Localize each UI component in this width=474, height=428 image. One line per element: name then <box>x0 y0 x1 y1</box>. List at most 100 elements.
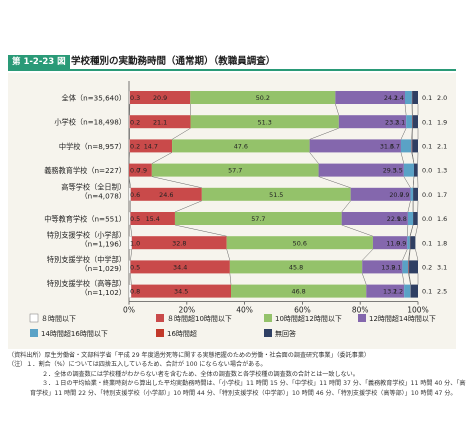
bar-segment <box>129 139 173 153</box>
connector-line <box>404 103 407 116</box>
note-3-cont: 育学校」11 時間 22 分、「特別支援学校（小学部）」10 時間 44 分、「… <box>30 389 457 397</box>
bar-segment <box>129 115 191 129</box>
connector-line <box>128 176 131 188</box>
data-label: 24.1 <box>384 94 398 102</box>
x-tick-label: 100% <box>407 306 428 315</box>
connector-line <box>407 224 409 237</box>
data-label: 0.3 <box>130 94 140 102</box>
bar-segment <box>131 236 227 250</box>
bar-segment <box>131 284 232 298</box>
category-label: 中等教育学校（n=551） <box>44 215 126 224</box>
data-label: 2.1 <box>391 264 401 272</box>
trailing-label: 2.5 <box>437 288 447 296</box>
legend-swatch <box>29 313 39 323</box>
connector-line <box>400 128 407 140</box>
connector-line <box>407 200 411 213</box>
bar-segment <box>172 139 310 153</box>
legend-label: 無回答 <box>275 329 296 338</box>
data-label: 34.4 <box>173 264 187 272</box>
category-label: 特別支援学校（小学部） <box>47 231 126 240</box>
trailing-label: 0.0 <box>422 215 432 223</box>
category-label: 小学校（n=18,498） <box>54 118 126 127</box>
bar-segment <box>408 260 410 274</box>
connector-line <box>128 152 130 164</box>
connector-line <box>151 152 173 164</box>
trailing-label: 0.1 <box>422 288 432 296</box>
x-tick-label: 60% <box>294 306 311 315</box>
connector-line <box>130 273 132 285</box>
legend-label: ８時間超10時間以下 <box>167 314 232 323</box>
connector-line <box>402 249 408 261</box>
data-label: 20.7 <box>389 191 403 199</box>
category-label: 全体（n=35,640） <box>62 94 126 103</box>
bar-segment <box>403 163 414 177</box>
data-label: 2.2 <box>393 288 403 296</box>
connector-line <box>408 249 411 261</box>
bar-segment <box>413 187 418 201</box>
bar-segment <box>151 163 319 177</box>
connector-line <box>412 176 415 188</box>
bar-segment <box>404 284 411 298</box>
connector-line <box>411 152 415 164</box>
connector-line <box>130 249 133 261</box>
data-label: 2.4 <box>394 94 404 102</box>
data-label: 13.1 <box>383 288 397 296</box>
connector-line <box>409 224 414 237</box>
connector-line <box>408 273 412 285</box>
bar-segment <box>366 284 405 298</box>
note-1: （注）１．割合（%）については四捨五入しているため、合計が 100 にならない場… <box>8 361 267 369</box>
data-label: 34.5 <box>174 288 188 296</box>
data-label: 46.8 <box>292 288 306 296</box>
data-label: 1.8 <box>397 215 407 223</box>
connector-line <box>408 249 411 261</box>
category-label: 高等学校（全日制） <box>61 182 126 191</box>
trailing-label: 0.0 <box>422 191 432 199</box>
category-label: 特別支援学校（中学部） <box>47 255 126 264</box>
connector-line <box>402 273 405 285</box>
trailing-label: 0.1 <box>422 239 432 247</box>
trailing-label: 0.0 <box>422 167 432 175</box>
connector-line <box>309 127 339 140</box>
data-label: 0.5 <box>130 264 140 272</box>
bar-segment <box>129 163 152 177</box>
x-tick-label: 20% <box>178 306 195 315</box>
source-note: （資料出所）厚生労働省・文部科学省「平成 29 年度過労死等に関する実態把握のた… <box>8 352 371 359</box>
connector-line <box>341 224 374 237</box>
data-label: 11.9 <box>386 239 400 247</box>
note-3: ３．１日の平均始業・終業時刻から算出した平均実勤務時間は、「小学校」11 時間 … <box>42 380 466 388</box>
trailing-label: 0.1 <box>422 94 432 102</box>
bar-segment <box>318 163 404 177</box>
bar-segment <box>341 212 408 225</box>
bar-segment <box>407 236 410 250</box>
bar-segment <box>226 236 373 250</box>
trailing-label: 0.1 <box>422 143 432 151</box>
connector-line <box>408 273 411 285</box>
bar-segment <box>410 187 414 201</box>
bar-segment <box>130 212 175 225</box>
connector-line <box>130 224 133 237</box>
bar-segment <box>372 236 408 250</box>
connector-line <box>361 273 367 285</box>
bar-segment <box>362 260 403 274</box>
bar-segment <box>229 260 363 274</box>
bar-segment <box>128 187 131 201</box>
data-label: 14.7 <box>144 143 158 151</box>
trailing-label: 0.2 <box>422 264 432 272</box>
legend-swatch <box>264 329 272 337</box>
legend-label: ８時間以下 <box>41 315 76 323</box>
trailing-label: 1.9 <box>437 118 447 126</box>
data-label: 0.2 <box>130 118 140 126</box>
bar-segment <box>201 187 351 201</box>
connector-line <box>318 176 351 189</box>
x-tick-label: 0% <box>123 306 135 315</box>
bar-segment <box>335 91 405 104</box>
category-label: （n=1,029） <box>80 264 126 273</box>
bar-segment <box>410 236 416 250</box>
chart-panel: 全体（n=35,640） 0.3 20.9 50.2 24.1 2.4 0.1 2.0 小学校（… <box>8 73 456 349</box>
category-label: 特別支援学校（高等部） <box>47 279 126 288</box>
data-label: 21.1 <box>153 118 167 126</box>
trailing-label: 2.0 <box>437 94 447 102</box>
trailing-label: 2.1 <box>437 143 447 151</box>
connector-line <box>403 176 411 188</box>
connector-line <box>151 176 202 189</box>
